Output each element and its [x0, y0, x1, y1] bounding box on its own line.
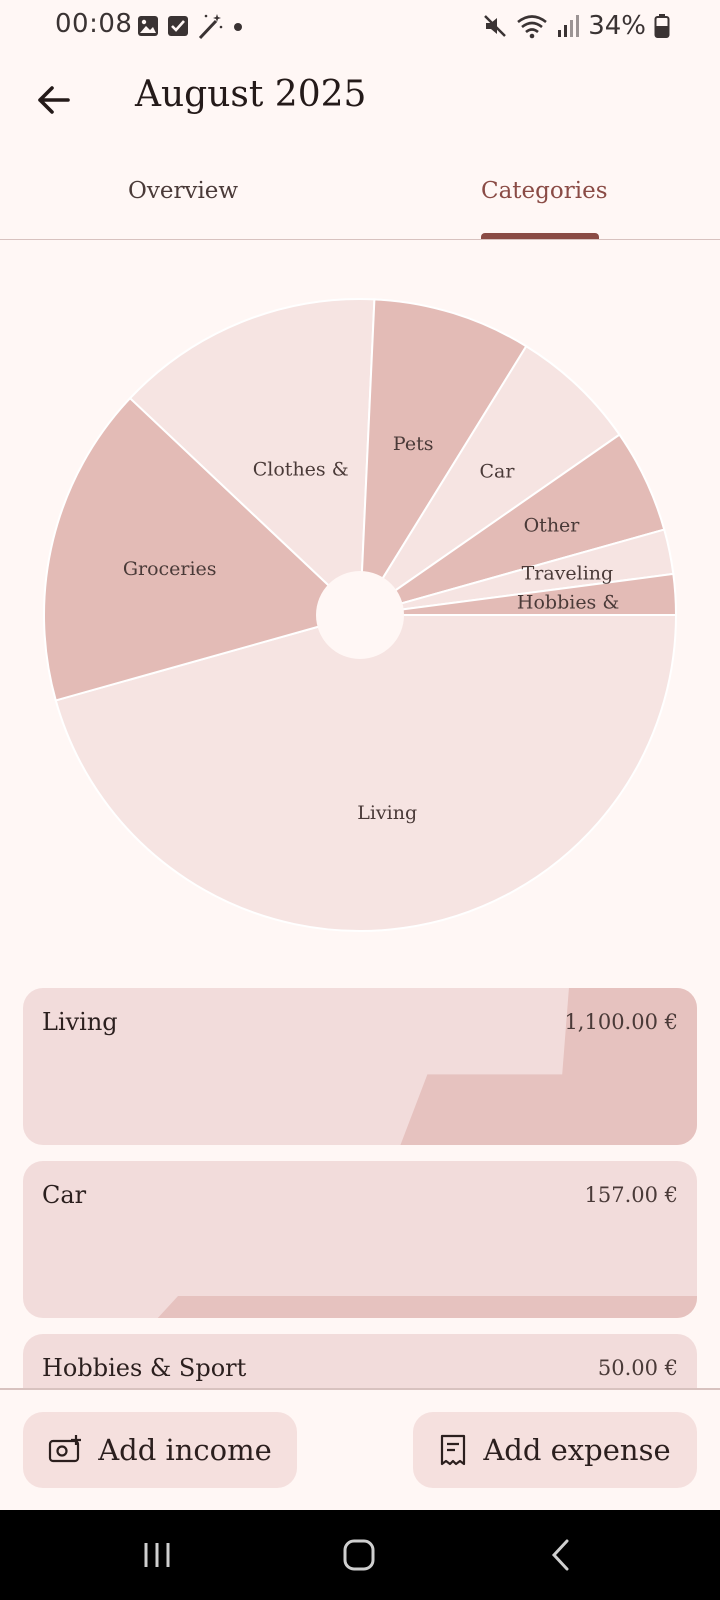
tab-bar: Overview Categories: [0, 152, 720, 240]
pie-slice-groceries: [43, 396, 362, 702]
add-expense-button[interactable]: Add expense: [413, 1412, 697, 1488]
back-button[interactable]: [28, 72, 78, 128]
tab-categories[interactable]: Categories: [481, 178, 608, 204]
pie-label: Pets: [393, 433, 434, 455]
wifi-icon: [517, 15, 548, 39]
pie-slice-living: [54, 614, 678, 932]
pie-slice-clothes: [128, 298, 376, 618]
pie-label: Clothes &: [253, 459, 349, 481]
status-icons-right: 34%: [482, 11, 670, 41]
chevron-left-icon: [551, 1539, 569, 1571]
add-income-label: Add income: [98, 1433, 272, 1467]
arrow-left-icon: [38, 86, 70, 114]
bottom-divider: [0, 1388, 720, 1390]
status-bar: 00:08 34%: [0, 0, 720, 52]
system-nav-bar: [0, 1510, 720, 1600]
home-icon: [343, 1539, 375, 1571]
magic-wand-icon: [198, 14, 223, 40]
receipt-icon: [441, 1434, 466, 1466]
page-title: August 2025: [135, 74, 367, 115]
system-back-button[interactable]: [531, 1532, 591, 1578]
category-amount: 50.00 €: [597, 1356, 678, 1380]
status-time: 00:08: [55, 9, 133, 39]
add-income-icon: [49, 1435, 82, 1463]
pie-slice-hobbies: [359, 572, 678, 616]
pie-slice-pets: [358, 298, 528, 619]
signal-icon: [558, 15, 580, 37]
category-card-hobbies-sport[interactable]: Hobbies & Sport 50.00 €: [23, 1334, 697, 1388]
pie-label: Traveling: [522, 563, 614, 585]
category-amount: 1,100.00 €: [564, 1010, 678, 1034]
top-app-bar: August 2025: [0, 52, 720, 152]
bottom-action-bar: Add income Add expense: [0, 1390, 720, 1510]
home-button[interactable]: [329, 1532, 389, 1578]
pie-center-hole: [316, 571, 404, 659]
category-fill-area: [157, 1296, 697, 1318]
add-expense-label: Add expense: [483, 1433, 671, 1467]
status-icons-left: [136, 12, 246, 40]
pie-label: Other: [524, 515, 581, 537]
recents-button[interactable]: [127, 1532, 187, 1578]
category-amount: 157.00 €: [584, 1183, 678, 1207]
category-card-living[interactable]: Living 1,100.00 €: [23, 988, 697, 1145]
mute-icon: [484, 15, 507, 37]
add-income-button[interactable]: Add income: [23, 1412, 297, 1488]
recents-icon: [144, 1543, 170, 1567]
pie-label: Hobbies &: [517, 591, 619, 613]
battery-icon: [654, 14, 670, 38]
dot-icon: [234, 23, 242, 31]
category-fill-area: [400, 988, 697, 1145]
pie-slice-car: [359, 344, 621, 616]
category-pie-chart: Living Groceries Clothes & Pets Car Other Trav…: [43, 298, 678, 932]
pie-label: Living: [357, 802, 417, 824]
category-name: Car: [42, 1181, 87, 1209]
pie-label: Car: [480, 461, 516, 483]
category-fill-shape: [400, 988, 697, 1145]
pie-label: Groceries: [123, 558, 217, 580]
battery-percentage: 34%: [588, 11, 646, 41]
tab-indicator: [481, 233, 599, 239]
category-name: Living: [42, 1008, 118, 1036]
category-card-car[interactable]: Car 157.00 €: [23, 1161, 697, 1318]
category-name: Hobbies & Sport: [42, 1354, 247, 1382]
category-list: Living 1,100.00 € Car 157.00 € Hobbies &…: [0, 988, 720, 1388]
category-fill-shape: [157, 1296, 697, 1318]
check-square-icon: [168, 16, 188, 36]
image-icon: [138, 16, 158, 36]
tab-overview[interactable]: Overview: [128, 178, 239, 204]
